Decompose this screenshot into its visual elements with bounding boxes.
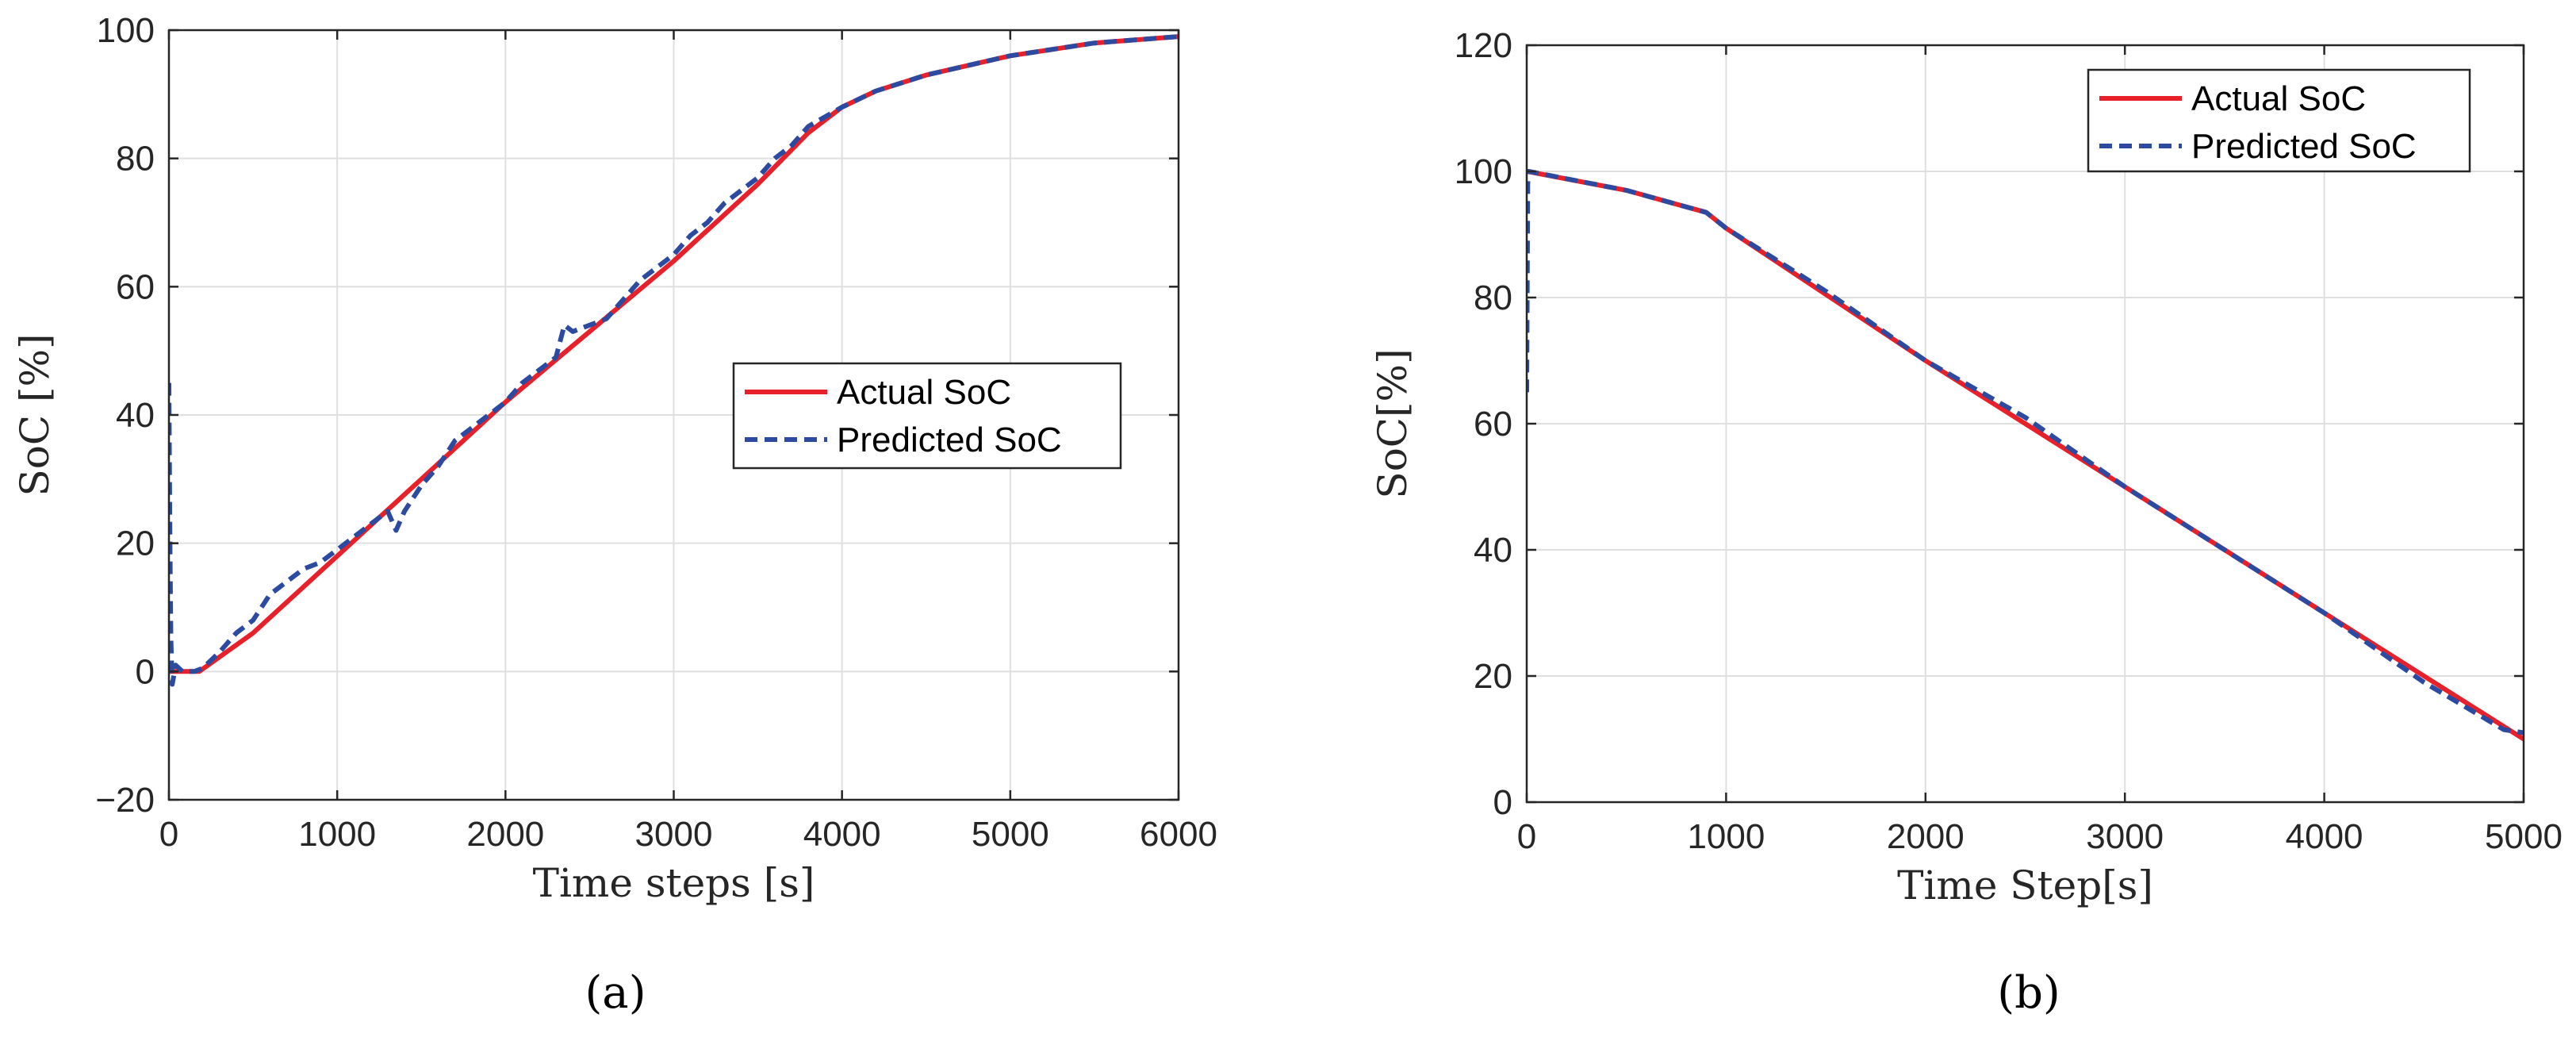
y-tick-label: 100: [97, 11, 155, 50]
legend-label-actual-soc: Actual SoC: [2191, 79, 2366, 118]
series-line-predicted-soc: [169, 34, 1179, 687]
x-tick-label: 0: [159, 815, 178, 854]
panel-label: (b): [1997, 967, 2060, 1019]
legend-label-predicted-soc: Predicted SoC: [837, 421, 1062, 459]
y-tick-label: 40: [1474, 531, 1512, 570]
y-axis-label: SoC[%]: [1370, 348, 1416, 498]
x-tick-label: 5000: [2485, 817, 2563, 856]
y-tick-label: 60: [1474, 405, 1512, 444]
y-tick-label: 80: [1474, 278, 1512, 317]
y-tick-label: 80: [116, 140, 155, 179]
legend-label-predicted-soc: Predicted SoC: [2191, 127, 2417, 166]
x-tick-label: 3000: [2086, 817, 2164, 856]
legend: Actual SoC Predicted SoC: [732, 362, 1122, 470]
series-line-actual-soc: [1527, 169, 2524, 742]
y-tick-label: 0: [136, 652, 155, 691]
chart-a: 0 1000 2000 3000 4000 5000 6000−20020406080100…: [12, 11, 1217, 1019]
x-tick-label: 2000: [1887, 817, 1965, 856]
y-axis-label: SoC [%]: [12, 333, 58, 496]
legend-box: [732, 362, 1122, 470]
y-tick-label: 40: [116, 396, 155, 435]
y-tick-label: 120: [1455, 26, 1512, 65]
y-tick-label: 20: [116, 524, 155, 563]
series-line-predicted-soc: [1527, 169, 2524, 736]
legend-label-actual-soc: Actual SoC: [837, 373, 1011, 412]
x-tick-label: 3000: [635, 815, 713, 854]
x-tick-label: 4000: [803, 815, 881, 854]
y-tick-label: 20: [1474, 657, 1512, 696]
panel-label: (a): [585, 967, 646, 1019]
chart-b: 0 1000 2000 3000 4000 5000 0 20 40 60 80 100 120 Time…: [1370, 26, 2563, 1019]
legend: Actual SoC Predicted SoC: [2087, 68, 2471, 173]
x-axis-label: Time Step[s]: [1897, 862, 2153, 908]
x-tick-label: 4000: [2286, 817, 2363, 856]
x-axis-label: Time steps [s]: [533, 860, 815, 906]
y-tick-label: 100: [1455, 152, 1512, 191]
x-tick-label: 1000: [1687, 817, 1765, 856]
legend-box: [2087, 68, 2471, 173]
x-tick-label: 0: [1517, 817, 1536, 856]
y-tick-label: 60: [116, 267, 155, 306]
y-tick-label: −20: [95, 781, 155, 820]
y-tick-label: 0: [1493, 783, 1512, 822]
x-tick-label: 1000: [298, 815, 376, 854]
x-tick-label: 6000: [1140, 815, 1217, 854]
x-tick-label: 2000: [466, 815, 544, 854]
x-tick-label: 5000: [972, 815, 1049, 854]
